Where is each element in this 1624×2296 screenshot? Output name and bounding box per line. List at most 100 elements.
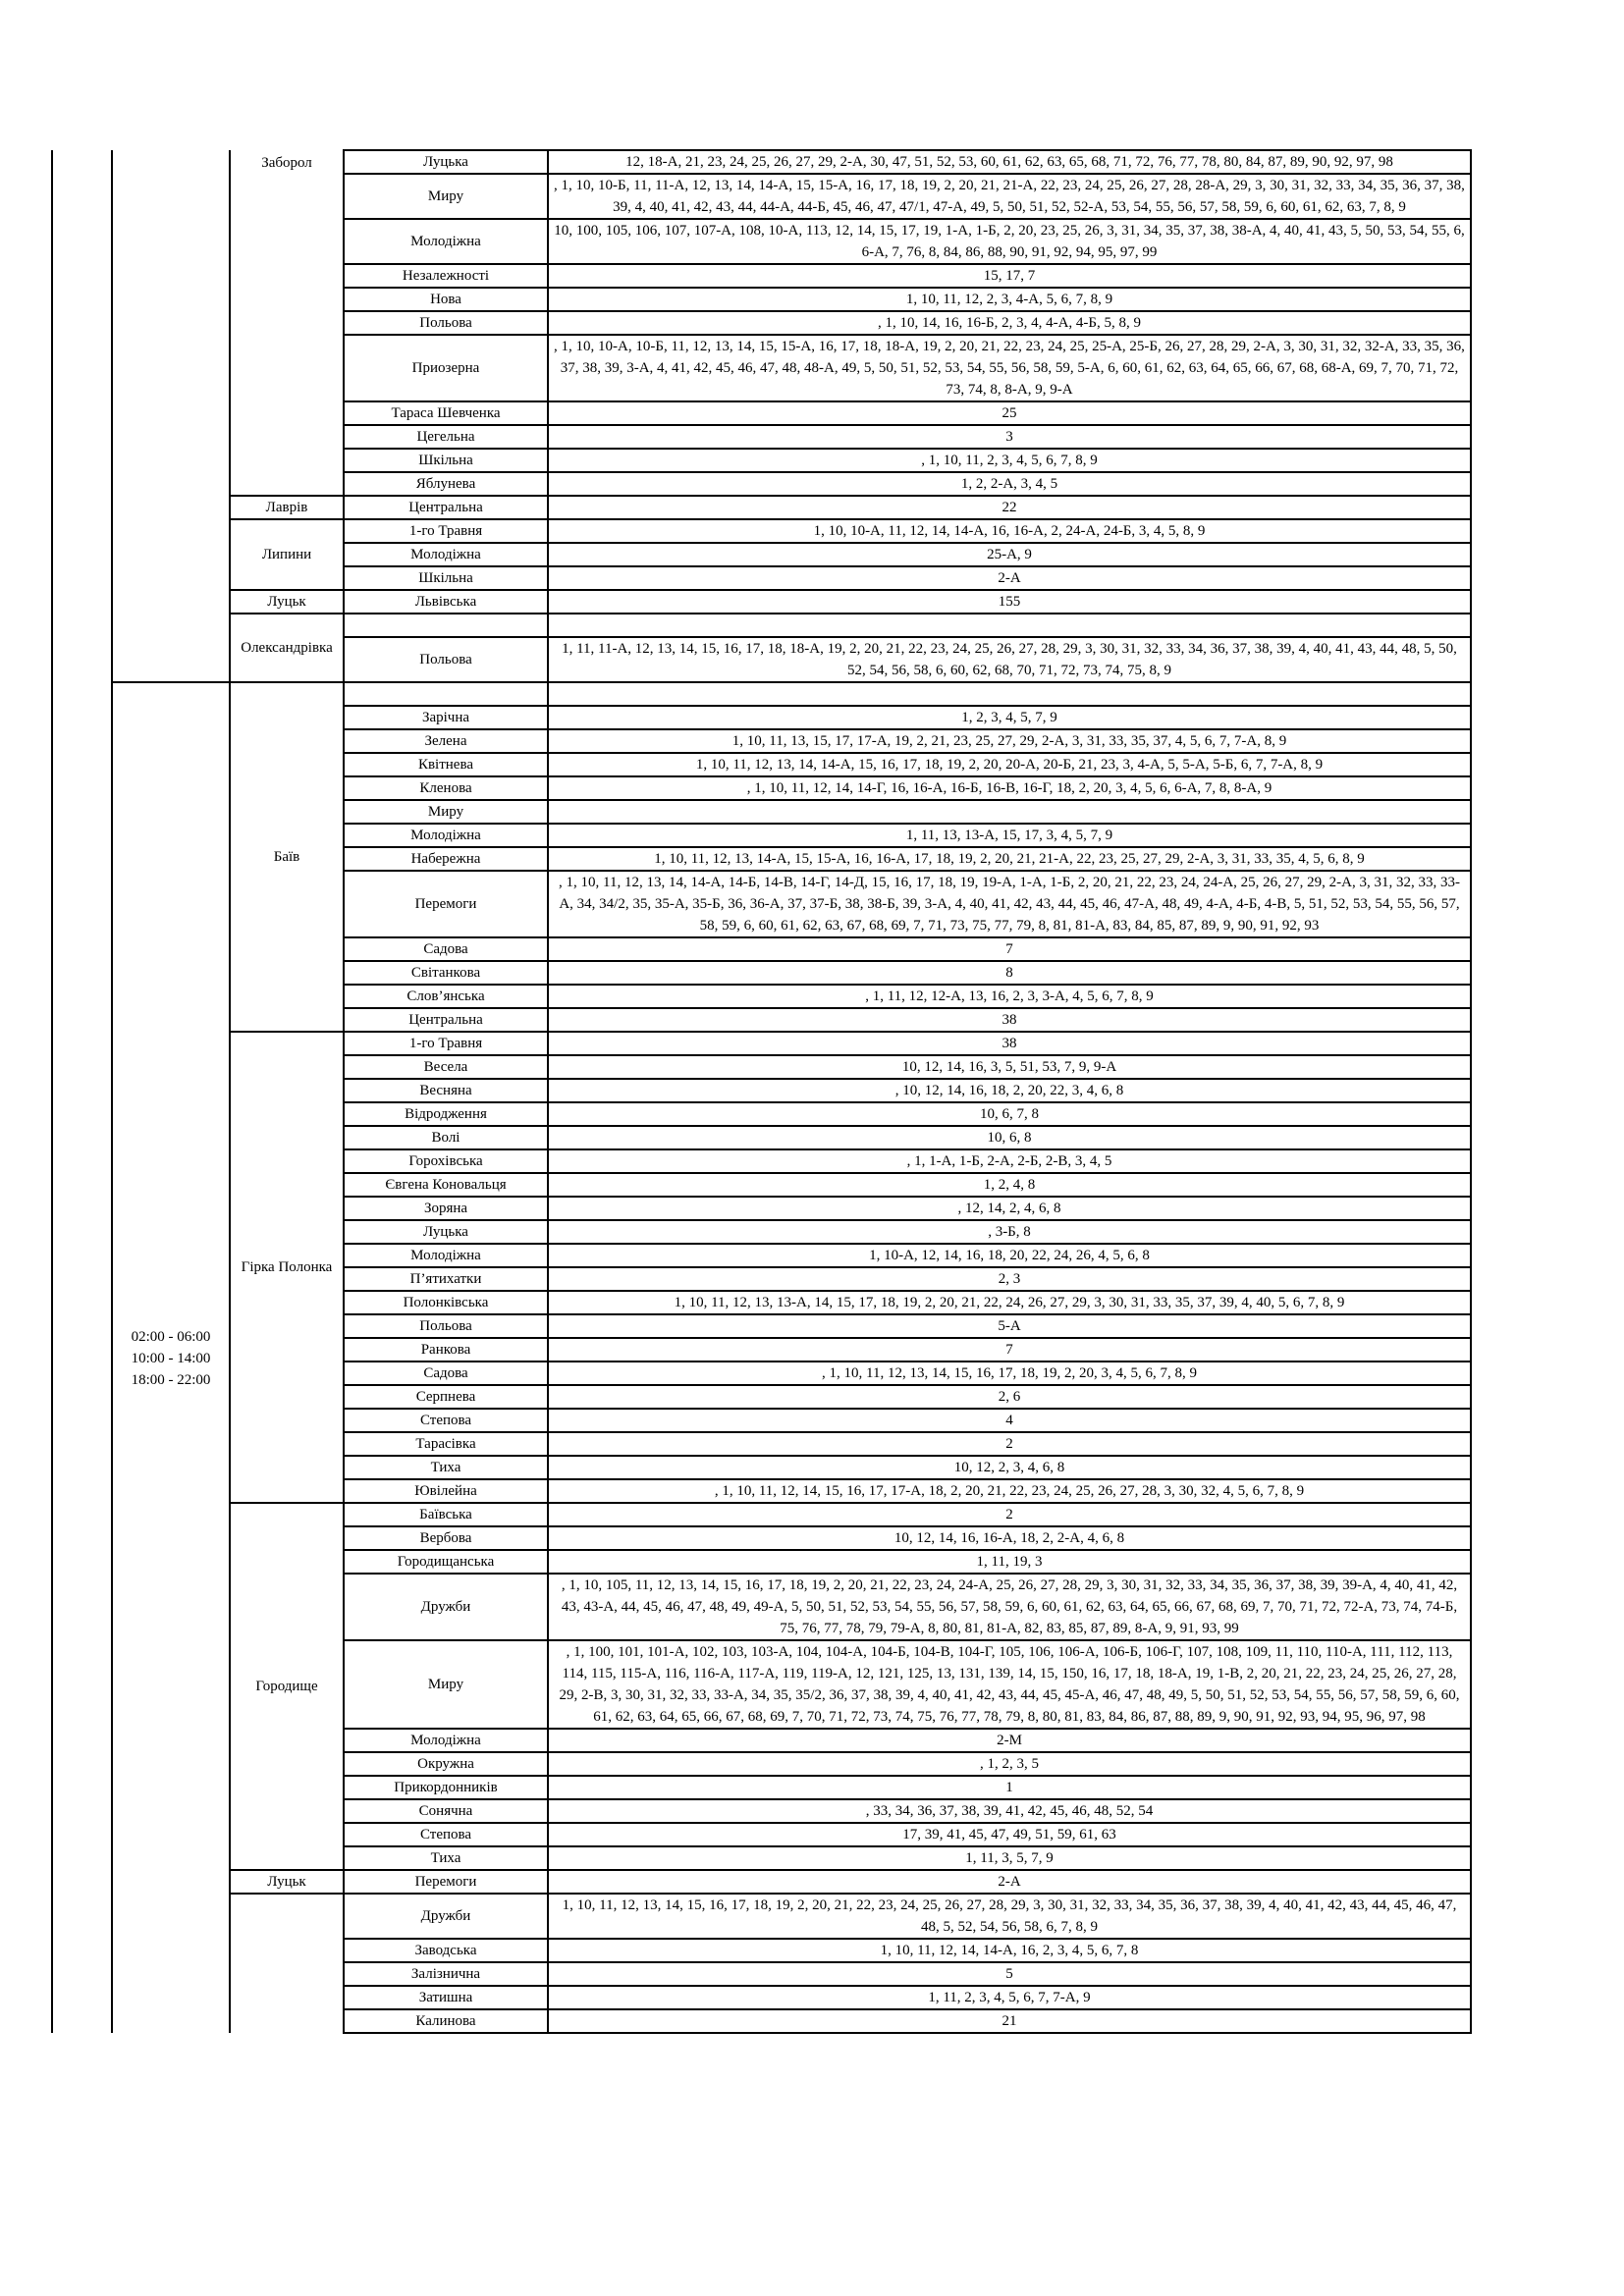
village-cell: Заборол <box>229 150 345 497</box>
table-row: Калинова 21 <box>52 2008 1472 2034</box>
street-cell: Тарасівка <box>343 1431 549 1457</box>
house-numbers-cell: 15, 17, 7 <box>547 263 1472 289</box>
table-row: Молодіжна 2-М <box>52 1728 1472 1753</box>
house-numbers-cell: , 1, 10, 11, 2, 3, 4, 5, 6, 7, 8, 9 <box>547 448 1472 473</box>
table-row: Ювілейна, 1, 10, 11, 12, 14, 15, 16, 17,… <box>52 1478 1472 1504</box>
house-numbers-cell: , 1, 11, 12, 12-А, 13, 16, 2, 3, 3-А, 4,… <box>547 984 1472 1009</box>
village-cell: Липини <box>229 518 345 591</box>
table-row: Тараса Шевченка 25 <box>52 400 1472 426</box>
table-row: Зелена 1, 10, 11, 13, 15, 17, 17-А, 19, 2… <box>52 728 1472 754</box>
house-numbers-cell: 38 <box>547 1007 1472 1033</box>
village-cell: Баїв <box>229 681 345 1033</box>
table-row: Тарасівка 2 <box>52 1431 1472 1457</box>
table-row: Приозерна, 1, 10, 10-А, 10-Б, 11, 12, 13… <box>52 334 1472 402</box>
house-numbers-cell: 2, 3 <box>547 1266 1472 1292</box>
blank-column-cell <box>51 150 113 2033</box>
house-numbers-cell: 2-А <box>547 1869 1472 1895</box>
table-row: Молодіжна 1, 10-А, 12, 14, 16, 18, 20, 22… <box>52 1243 1472 1268</box>
village-cell: Лаврів <box>229 495 345 520</box>
street-cell: Молодіжна <box>343 542 549 567</box>
house-numbers-cell: , 1, 10, 11, 12, 13, 14, 15, 16, 17, 18,… <box>547 1361 1472 1386</box>
street-cell: Польова <box>343 636 549 683</box>
time-range: 18:00 - 22:00 <box>131 1371 211 1388</box>
street-cell: 1-го Травня <box>343 518 549 544</box>
street-cell: Кленова <box>343 775 549 801</box>
street-cell: Квітнева <box>343 752 549 777</box>
street-cell: Заводська <box>343 1938 549 1963</box>
time-range: 02:00 - 06:00 <box>131 1328 211 1345</box>
street-cell: Набережна <box>343 846 549 872</box>
house-numbers-cell: , 1, 10, 11, 12, 13, 14, 14-А, 14-Б, 14-… <box>547 870 1472 938</box>
table-row: Центральна 38 <box>52 1007 1472 1033</box>
street-cell: Ранкова <box>343 1337 549 1362</box>
house-numbers-cell: , 1, 10, 11, 12, 14, 14-Г, 16, 16-А, 16-… <box>547 775 1472 801</box>
table-row: Світанкова 8 <box>52 960 1472 986</box>
house-numbers-cell: 1, 11, 13, 13-А, 15, 17, 3, 4, 5, 7, 9 <box>547 823 1472 848</box>
table-row: Зоряна, 12, 14, 2, 4, 6, 8 <box>52 1196 1472 1221</box>
house-numbers-cell: 10, 12, 2, 3, 4, 6, 8 <box>547 1455 1472 1480</box>
house-numbers-cell: 1, 11, 19, 3 <box>547 1549 1472 1575</box>
street-cell: Волі <box>343 1125 549 1150</box>
street-cell: Зарічна <box>343 705 549 730</box>
table-row: Заводська 1, 10, 11, 12, 14, 14-А, 16, 2,… <box>52 1938 1472 1963</box>
table-row: Молодіжна 25-А, 9 <box>52 542 1472 567</box>
street-cell: Центральна <box>343 495 549 520</box>
house-numbers-cell <box>547 799 1472 825</box>
table-row: Незалежності 15, 17, 7 <box>52 263 1472 289</box>
table-row: Заборол Луцька 12, 18-А, 21, 23, 24, 25, 2… <box>51 149 1472 2033</box>
table-row: Полонківська 1, 10, 11, 12, 13, 13-А, 14,… <box>52 1290 1472 1315</box>
street-cell: Луцька <box>343 149 549 175</box>
table-row: Тиха 1, 11, 3, 5, 7, 9 <box>52 1845 1472 1871</box>
street-cell: Цегельна <box>343 424 549 450</box>
house-numbers-cell: , 1, 2, 3, 5 <box>547 1751 1472 1777</box>
table-row: Ранкова 7 <box>52 1337 1472 1362</box>
house-numbers-cell: , 3-Б, 8 <box>547 1219 1472 1245</box>
house-numbers-cell <box>547 681 1472 707</box>
table-row: Луцька, 3-Б, 8 <box>52 1219 1472 1245</box>
house-numbers-cell: 10, 12, 14, 16, 16-А, 18, 2, 2-А, 4, 6, … <box>547 1525 1472 1551</box>
table-row: Дружби, 1, 10, 105, 11, 12, 13, 14, 15, … <box>52 1573 1472 1641</box>
table-row: Степова 4 <box>52 1408 1472 1433</box>
table-row: Олександрівка <box>52 613 1472 683</box>
street-cell: Зелена <box>343 728 549 754</box>
table-row: Степова 17, 39, 41, 45, 47, 49, 51, 59, 6… <box>52 1822 1472 1847</box>
house-numbers-cell: 1, 11, 3, 5, 7, 9 <box>547 1845 1472 1871</box>
house-numbers-cell: 1, 10, 10-А, 11, 12, 14, 14-А, 16, 16-А,… <box>547 518 1472 544</box>
table-row: Польова 1, 11, 11-А, 12, 13, 14, 15, 16, … <box>52 636 1472 683</box>
table-row: Окружна, 1, 2, 3, 5 <box>52 1751 1472 1777</box>
street-cell: Шкільна <box>343 448 549 473</box>
street-cell: Залізнична <box>343 1961 549 1987</box>
street-cell: Окружна <box>343 1751 549 1777</box>
house-numbers-cell: 1, 2, 2-А, 3, 4, 5 <box>547 471 1472 497</box>
street-cell: Перемоги <box>343 1869 549 1895</box>
street-cell: Садова <box>343 936 549 962</box>
table-row: Шкільна, 1, 10, 11, 2, 3, 4, 5, 6, 7, 8,… <box>52 448 1472 473</box>
house-numbers-cell: , 10, 12, 14, 16, 18, 2, 20, 22, 3, 4, 6… <box>547 1078 1472 1103</box>
street-cell: Центральна <box>343 1007 549 1033</box>
street-cell: Світанкова <box>343 960 549 986</box>
village-cell: Луцьк <box>229 589 345 614</box>
house-numbers-cell: , 1, 10, 10-А, 10-Б, 11, 12, 13, 14, 15,… <box>547 334 1472 402</box>
village-cell: Луцьк <box>229 1869 345 1895</box>
street-cell: Серпнева <box>343 1384 549 1410</box>
table-row: Квітнева 1, 10, 11, 12, 13, 14, 14-А, 15,… <box>52 752 1472 777</box>
street-cell: Сонячна <box>343 1798 549 1824</box>
house-numbers-cell: 10, 6, 8 <box>547 1125 1472 1150</box>
village-cell: Гірка Полонка <box>229 1031 345 1504</box>
street-cell: Миру <box>343 1639 549 1730</box>
street-cell: Львівська <box>343 589 549 614</box>
house-numbers-cell: 17, 39, 41, 45, 47, 49, 51, 59, 61, 63 <box>547 1822 1472 1847</box>
table-row: Луцьк Львівська 155 <box>52 589 1472 614</box>
street-cell: Молодіжна <box>343 823 549 848</box>
house-numbers-cell: 1, 10, 11, 12, 13, 14-А, 15, 15-А, 16, 1… <box>547 846 1472 872</box>
house-numbers-cell: , 1, 10, 11, 12, 14, 15, 16, 17, 17-А, 1… <box>547 1478 1472 1504</box>
table-row: Весняна, 10, 12, 14, 16, 18, 2, 20, 22, … <box>52 1078 1472 1103</box>
street-cell: Молодіжна <box>343 1243 549 1268</box>
table-row: Гірка Полонка 1-го Травня 38 <box>52 1031 1472 1504</box>
house-numbers-cell: 10, 100, 105, 106, 107, 107-А, 108, 10-А… <box>547 218 1472 265</box>
house-numbers-cell: , 1, 1-А, 1-Б, 2-А, 2-Б, 2-В, 3, 4, 5 <box>547 1148 1472 1174</box>
house-numbers-cell: 22 <box>547 495 1472 520</box>
house-numbers-cell: 4 <box>547 1408 1472 1433</box>
table-row: Миру, 1, 10, 10-Б, 11, 11-А, 12, 13, 14,… <box>52 173 1472 220</box>
house-numbers-cell: 1, 2, 4, 8 <box>547 1172 1472 1198</box>
